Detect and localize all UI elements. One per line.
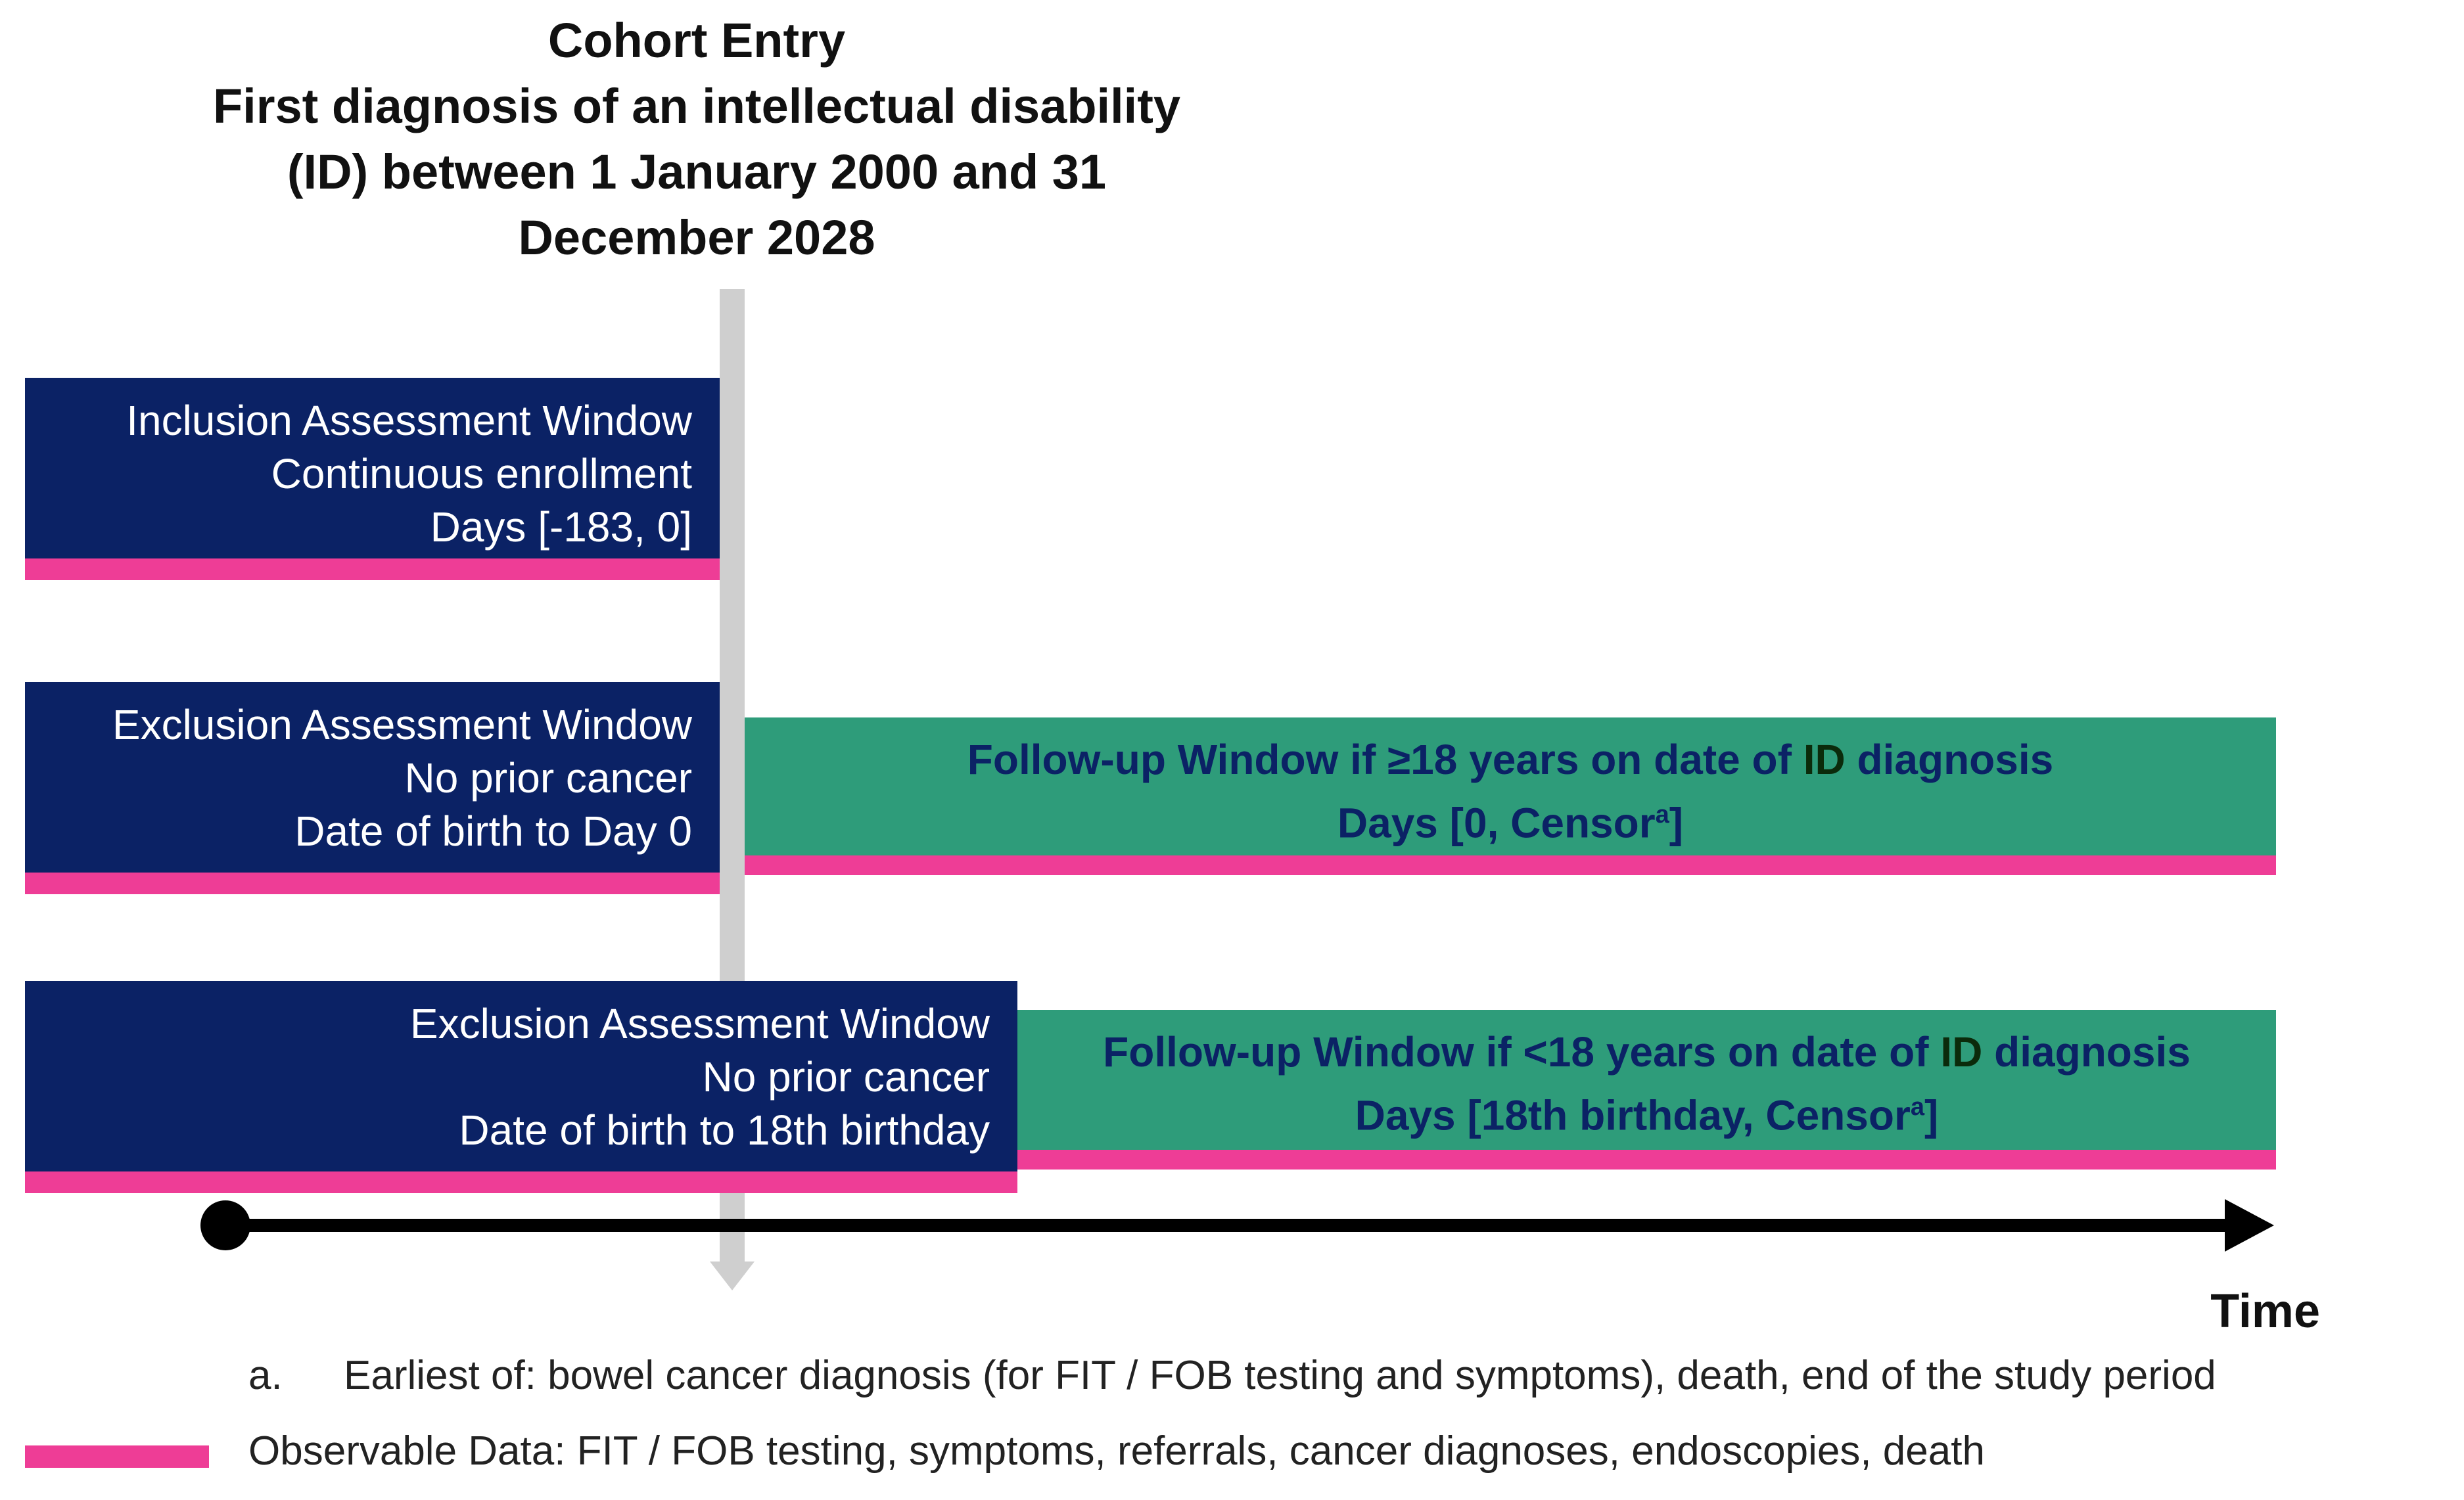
observable-data-legend-swatch [25, 1445, 209, 1468]
followup-adult-id-text: ID [1803, 736, 1846, 783]
cohort-entry-line-2: First diagnosis of an intellectual disab… [212, 79, 1181, 133]
observable-data-legend-text: Observable Data: FIT / FOB testing, symp… [248, 1428, 1985, 1474]
footnote: a. Earliest of: bowel cancer diagnosis (f… [248, 1352, 2216, 1399]
time-axis-arrowhead [2225, 1199, 2274, 1252]
inclusion-window-title: Inclusion Assessment Window [126, 397, 692, 444]
followup-minor-footnote-mark: a [1910, 1093, 1925, 1121]
time-axis-label: Time [2210, 1285, 2320, 1338]
exclusion-assessment-window-minor: Exclusion Assessment Window No prior can… [25, 981, 1017, 1171]
cohort-entry-heading: Cohort Entry First diagnosis of an intel… [112, 8, 1282, 271]
followup-adult-days-text: Days [0, Censor [1337, 799, 1656, 847]
exclusion-minor-observable-data-bar [25, 1171, 1017, 1193]
inclusion-window-days: Days [-183, 0] [430, 503, 692, 551]
followup-adult-days-end: ] [1669, 799, 1684, 847]
followup-adult-days: Days [0, Censora] [745, 787, 2276, 850]
followup-minor-title: Follow-up Window if <18 years on date of… [1017, 1024, 2276, 1080]
cohort-entry-line-3: (ID) between 1 January 2000 and 31 [287, 145, 1107, 199]
exclusion-assessment-window-adult: Exclusion Assessment Window No prior can… [25, 682, 720, 873]
followup-adult-observable-data-bar [745, 855, 2276, 875]
cohort-entry-arrowhead [710, 1261, 755, 1290]
followup-minor-days: Days [18th birthday, Censora] [1017, 1080, 2276, 1143]
exclusion-minor-criterion: No prior cancer [702, 1053, 990, 1101]
exclusion-minor-title: Exclusion Assessment Window [409, 1000, 990, 1047]
followup-adult-footnote-mark: a [1655, 801, 1669, 829]
footnote-text: Earliest of: bowel cancer diagnosis (for… [344, 1353, 2216, 1398]
followup-adult-title: Follow-up Window if ≥18 years on date of… [745, 732, 2276, 787]
footnote-marker: a. [248, 1353, 283, 1398]
followup-minor-title-end: diagnosis [1982, 1028, 2191, 1076]
exclusion-minor-period: Date of birth to 18th birthday [459, 1106, 990, 1154]
followup-window-minor: Follow-up Window if <18 years on date of… [1017, 1010, 2276, 1150]
exclusion-adult-period: Date of birth to Day 0 [294, 807, 692, 855]
cohort-entry-title: Cohort Entry [547, 13, 846, 68]
inclusion-window-criterion: Continuous enrollment [271, 450, 692, 497]
followup-minor-title-text: Follow-up Window if <18 years on date of [1103, 1028, 1941, 1076]
followup-adult-title-text: Follow-up Window if ≥18 years on date of [967, 736, 1803, 783]
time-axis-origin-dot [200, 1200, 250, 1250]
followup-minor-id-text: ID [1940, 1028, 1983, 1076]
followup-minor-observable-data-bar [1017, 1150, 2276, 1170]
followup-adult-title-end: diagnosis [1845, 736, 2054, 783]
cohort-entry-line-4: December 2028 [518, 210, 875, 265]
followup-window-adult: Follow-up Window if ≥18 years on date of… [745, 717, 2276, 855]
exclusion-adult-criterion: No prior cancer [404, 754, 693, 802]
exclusion-adult-title: Exclusion Assessment Window [112, 701, 692, 748]
exclusion-adult-observable-data-bar [25, 873, 720, 894]
followup-minor-days-text: Days [18th birthday, Censor [1355, 1091, 1911, 1139]
followup-minor-days-end: ] [1924, 1091, 1939, 1139]
inclusion-observable-data-bar [25, 558, 720, 580]
inclusion-assessment-window: Inclusion Assessment Window Continuous e… [25, 378, 720, 558]
